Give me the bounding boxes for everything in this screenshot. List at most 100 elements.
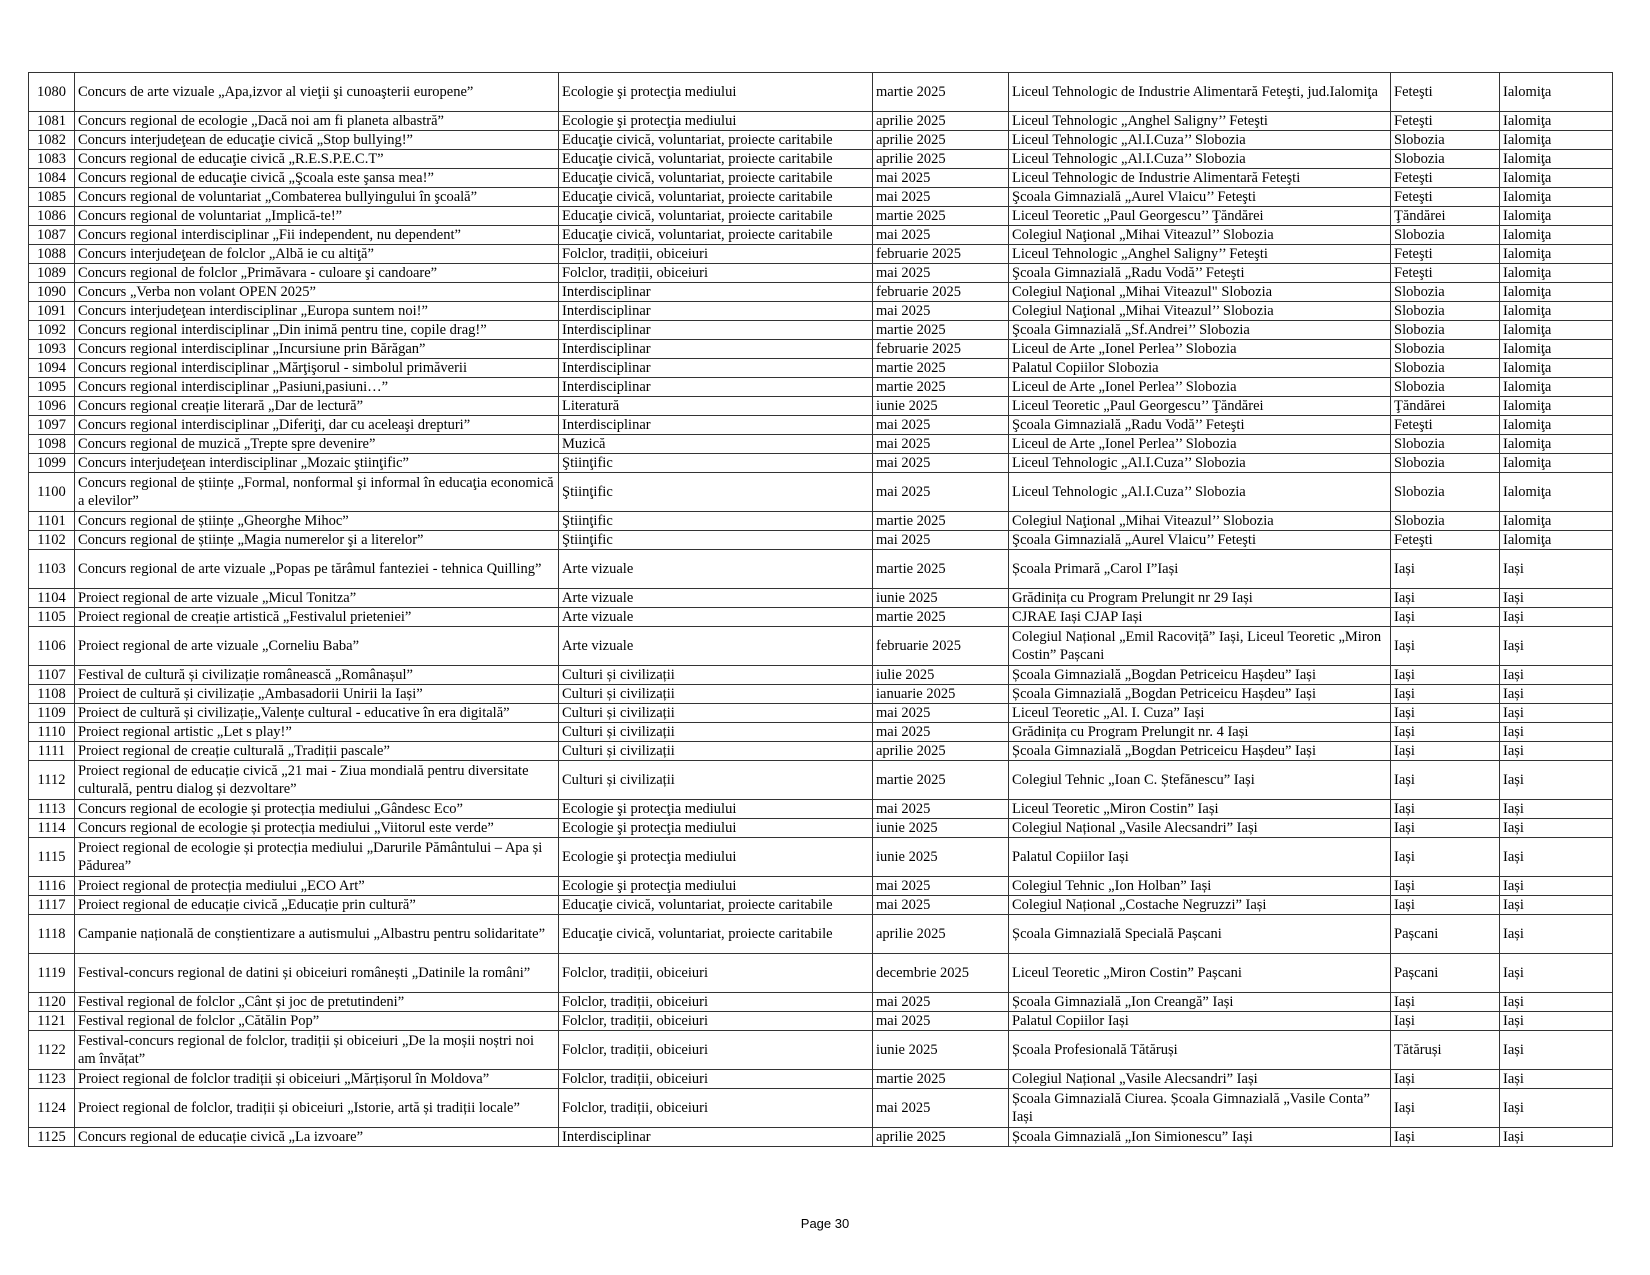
cell-organizer: Liceul Teoretic „Miron Costin” Pașcani: [1008, 953, 1391, 993]
cell-date: martie 2025: [872, 377, 1009, 397]
cell-number: 1080: [28, 72, 75, 112]
cell-county: Iași: [1499, 914, 1613, 954]
cell-locality: Feteşti: [1390, 168, 1500, 188]
cell-number: 1124: [28, 1088, 75, 1128]
table-row: 1122 Festival-concurs regional de folclor…: [28, 1030, 1613, 1070]
cell-domain: Educaţie civică, voluntariat, proiecte c…: [558, 225, 873, 245]
cell-date: mai 2025: [872, 415, 1009, 435]
table-row: 1109 Proiect de cultură și civilizație„Va…: [28, 703, 1613, 723]
cell-organizer: Colegiul Naţional „Mihai Viteazul’’ Slob…: [1008, 225, 1391, 245]
cell-locality: Slobozia: [1390, 149, 1500, 169]
cell-county: Iași: [1499, 1127, 1613, 1147]
cell-date: martie 2025: [872, 320, 1009, 340]
cell-organizer: Colegiul Tehnic „Ioan C. Ștefănescu” Iaș…: [1008, 760, 1391, 800]
cell-locality: Iași: [1390, 665, 1500, 685]
cell-title: Concurs regional de educaţie civică „R.E…: [74, 149, 559, 169]
cell-organizer: Liceul Tehnologic „Anghel Saligny’’ Fete…: [1008, 111, 1391, 131]
cell-date: mai 2025: [872, 992, 1009, 1012]
cell-organizer: Liceul de Arte „Ionel Perlea’’ Slobozia: [1008, 377, 1391, 397]
cell-domain: Folclor, tradiții, obiceiuri: [558, 1011, 873, 1031]
cell-locality: Slobozia: [1390, 453, 1500, 473]
cell-date: mai 2025: [872, 799, 1009, 819]
cell-organizer: Şcoala Gimnazială „Radu Vodă’’ Feteşti: [1008, 263, 1391, 283]
cell-date: aprilie 2025: [872, 130, 1009, 150]
page-number: Page 30: [800, 1216, 850, 1231]
cell-title: Concurs regional interdisciplinar „Incur…: [74, 339, 559, 359]
table-row: 1092 Concurs regional interdisciplinar „D…: [28, 320, 1613, 340]
cell-number: 1096: [28, 396, 75, 416]
cell-county: Ialomiţa: [1499, 396, 1613, 416]
cell-title: Proiect regional de ecologie și protecți…: [74, 837, 559, 877]
cell-locality: Slobozia: [1390, 358, 1500, 378]
cell-organizer: Grădinița cu Program Prelungit nr 29 Iaș…: [1008, 588, 1391, 608]
cell-organizer: Colegiul Național „Vasile Alecsandri” Ia…: [1008, 818, 1391, 838]
cell-date: aprilie 2025: [872, 741, 1009, 761]
cell-organizer: Liceul de Arte „Ionel Perlea’’ Slobozia: [1008, 339, 1391, 359]
table-row: 1083 Concurs regional de educaţie civică …: [28, 149, 1613, 169]
cell-organizer: Școala Primară „Carol I”Iași: [1008, 549, 1391, 589]
cell-domain: Folclor, tradiții, obiceiuri: [558, 1069, 873, 1089]
cell-county: Iași: [1499, 722, 1613, 742]
cell-number: 1088: [28, 244, 75, 264]
table-row: 1104 Proiect regional de arte vizuale „Mi…: [28, 588, 1613, 608]
cell-locality: Feteşti: [1390, 530, 1500, 550]
cell-organizer: Școala Profesională Tătăruși: [1008, 1030, 1391, 1070]
cell-locality: Slobozia: [1390, 511, 1500, 531]
cell-date: martie 2025: [872, 549, 1009, 589]
cell-number: 1092: [28, 320, 75, 340]
cell-title: Concurs regional de voluntariat „Implică…: [74, 206, 559, 226]
cell-organizer: Liceul Teoretic „Al. I. Cuza” Iași: [1008, 703, 1391, 723]
table-body: 1080 Concurs de arte vizuale „Apa,izvor a…: [28, 72, 1613, 1147]
cell-locality: Slobozia: [1390, 225, 1500, 245]
cell-domain: Educaţie civică, voluntariat, proiecte c…: [558, 187, 873, 207]
cell-number: 1094: [28, 358, 75, 378]
cell-locality: Iași: [1390, 684, 1500, 704]
table-row: 1094 Concurs regional interdisciplinar „M…: [28, 358, 1613, 378]
cell-date: aprilie 2025: [872, 914, 1009, 954]
cell-domain: Folclor, tradiții, obiceiuri: [558, 953, 873, 993]
cell-title: Concurs regional de științe „Magia numer…: [74, 530, 559, 550]
cell-county: Ialomiţa: [1499, 301, 1613, 321]
cell-county: Iași: [1499, 549, 1613, 589]
table-row: 1097 Concurs regional interdisciplinar „D…: [28, 415, 1613, 435]
cell-organizer: Palatul Copiilor Iași: [1008, 1011, 1391, 1031]
cell-locality: Iași: [1390, 741, 1500, 761]
cell-domain: Arte vizuale: [558, 607, 873, 627]
cell-number: 1123: [28, 1069, 75, 1089]
table-row: 1101 Concurs regional de științe „Gheorgh…: [28, 511, 1613, 531]
cell-date: mai 2025: [872, 472, 1009, 512]
cell-county: Ialomiţa: [1499, 282, 1613, 302]
cell-county: Iași: [1499, 741, 1613, 761]
cell-organizer: Colegiul Naţional „Mihai Viteazul" Slobo…: [1008, 282, 1391, 302]
cell-domain: Interdisciplinar: [558, 320, 873, 340]
cell-number: 1122: [28, 1030, 75, 1070]
cell-title: Festival-concurs regional de datini și o…: [74, 953, 559, 993]
cell-title: Concurs regional interdisciplinar „Din i…: [74, 320, 559, 340]
cell-locality: Iași: [1390, 1069, 1500, 1089]
cell-organizer: Școala Gimnazială „Ion Creangă” Iași: [1008, 992, 1391, 1012]
cell-date: aprilie 2025: [872, 111, 1009, 131]
cell-organizer: Școala Gimnazială Specială Pașcani: [1008, 914, 1391, 954]
cell-county: Ialomiţa: [1499, 111, 1613, 131]
cell-title: Concurs interjudeţean interdisciplinar „…: [74, 301, 559, 321]
cell-locality: Ţăndărei: [1390, 396, 1500, 416]
table-row: 1090 Concurs „Verba non volant OPEN 2025”…: [28, 282, 1613, 302]
table-row: 1089 Concurs regional de folclor „Primăva…: [28, 263, 1613, 283]
cell-locality: Feteşti: [1390, 111, 1500, 131]
cell-number: 1089: [28, 263, 75, 283]
cell-date: martie 2025: [872, 511, 1009, 531]
cell-organizer: Liceul de Arte „Ionel Perlea’’ Slobozia: [1008, 434, 1391, 454]
cell-domain: Literatură: [558, 396, 873, 416]
cell-number: 1101: [28, 511, 75, 531]
cell-locality: Slobozia: [1390, 339, 1500, 359]
cell-domain: Ştiinţific: [558, 472, 873, 512]
cell-county: Ialomiţa: [1499, 530, 1613, 550]
table-row: 1096 Concurs regional creație literară „D…: [28, 396, 1613, 416]
cell-locality: Ţăndărei: [1390, 206, 1500, 226]
cell-county: Iași: [1499, 760, 1613, 800]
cell-number: 1119: [28, 953, 75, 993]
table-row: 1108 Proiect de cultură și civilizație „A…: [28, 684, 1613, 704]
cell-title: Concurs regional creație literară „Dar d…: [74, 396, 559, 416]
table-row: 1085 Concurs regional de voluntariat „Com…: [28, 187, 1613, 207]
cell-organizer: Liceul Tehnologic de Industrie Alimentar…: [1008, 72, 1391, 112]
